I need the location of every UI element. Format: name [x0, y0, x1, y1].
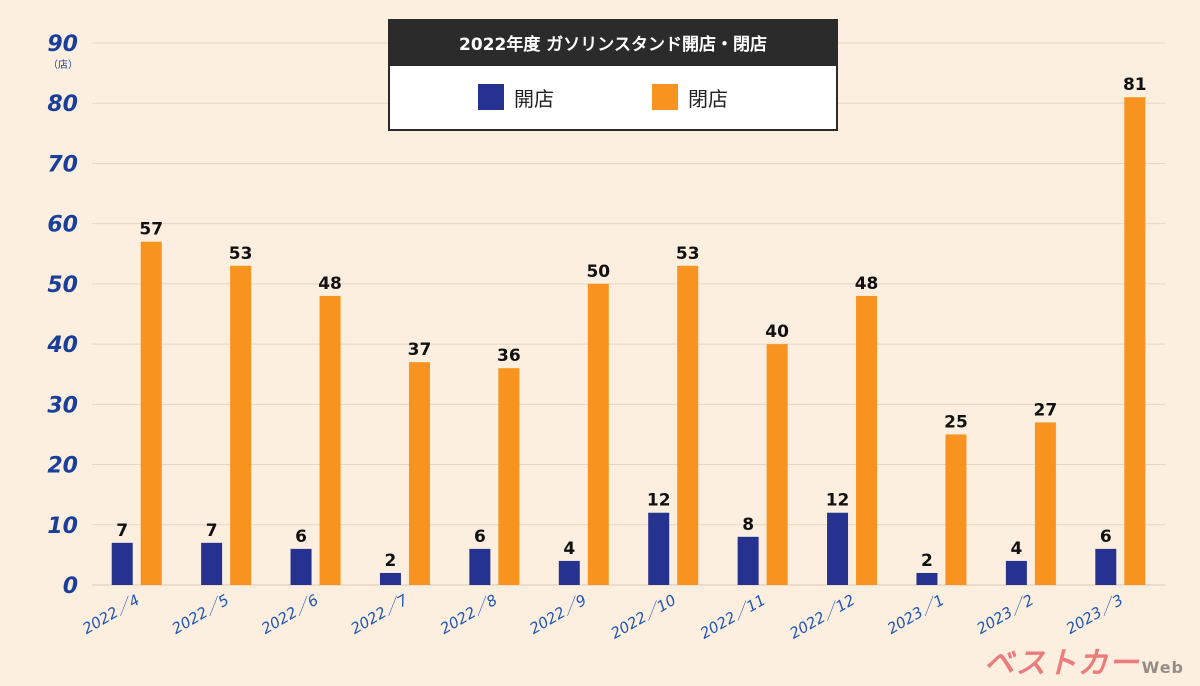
data-label-close: 53: [676, 244, 700, 264]
data-label-open: 12: [647, 491, 671, 511]
y-tick-label: 0: [63, 574, 78, 599]
bar-open: [290, 548, 312, 585]
data-label-open: 12: [826, 491, 850, 511]
bar-open: [558, 560, 580, 585]
bar-open: [916, 572, 938, 585]
y-tick-label: 10: [47, 514, 78, 539]
y-tick-label: 80: [47, 92, 78, 117]
data-label-close: 57: [139, 220, 163, 240]
bar-close: [498, 368, 520, 585]
legend-title-bar: [389, 20, 837, 66]
y-tick-label: 30: [47, 393, 78, 418]
data-label-open: 7: [116, 521, 128, 541]
bar-close: [677, 265, 699, 585]
bar-close: [140, 241, 162, 585]
data-label-open: 4: [563, 539, 575, 559]
bar-open: [379, 572, 401, 585]
bar-close: [1034, 422, 1056, 585]
data-label-close: 40: [765, 322, 789, 342]
y-axis-unit: （店）: [48, 58, 78, 71]
bar-open: [648, 512, 670, 585]
bar-open: [737, 536, 759, 585]
y-tick-label: 60: [47, 213, 78, 238]
bars: [111, 97, 1146, 585]
data-label-open: 2: [921, 551, 933, 571]
bar-close: [856, 295, 878, 585]
legend-swatch-close: [652, 84, 678, 110]
data-label-close: 81: [1123, 75, 1147, 95]
data-label-close: 25: [944, 412, 968, 432]
y-tick-label: 40: [46, 333, 78, 358]
bar-close: [945, 434, 967, 585]
bar-open: [111, 542, 133, 585]
data-label-open: 2: [385, 551, 397, 571]
y-tick-label: 50: [47, 273, 78, 298]
bar-close: [587, 283, 609, 585]
bar-close: [1124, 97, 1146, 585]
data-label-open: 8: [742, 515, 754, 535]
y-tick-label: 70: [47, 152, 78, 177]
data-label-close: 53: [229, 244, 253, 264]
data-label-close: 48: [855, 274, 879, 294]
data-label-close: 48: [318, 274, 342, 294]
bar-open: [469, 548, 491, 585]
bar-close: [766, 344, 788, 585]
bar-close: [230, 265, 252, 585]
data-label-open: 7: [206, 521, 218, 541]
data-label-open: 6: [1100, 527, 1112, 547]
bar-open: [827, 512, 849, 585]
legend: 2022年度 ガソリンスタンド開店・閉店 開店 閉店: [388, 19, 838, 131]
data-label-open: 6: [474, 527, 486, 547]
data-label-close: 37: [408, 340, 432, 360]
data-label-close: 50: [586, 262, 610, 282]
data-label-open: 6: [295, 527, 307, 547]
data-label-close: 27: [1034, 400, 1058, 420]
bar-close: [408, 362, 430, 585]
y-tick-label: 20: [47, 454, 78, 479]
bar-open: [1005, 560, 1027, 585]
legend-label-open: 開店: [514, 87, 554, 111]
data-labels: 7 57 7 53 6 48 2 37 6 36 4 50 12 53 8 40 12 48 2 25 4 27 6 81: [116, 75, 1146, 571]
chart-title: 2022年度 ガソリンスタンド開店・閉店: [459, 34, 767, 55]
bar-close: [319, 295, 341, 585]
y-axis: 0 10 20 30 40 50 60 70 80 90: [46, 32, 78, 599]
legend-label-close: 閉店: [688, 87, 728, 111]
y-tick-label: 90: [47, 32, 78, 57]
data-label-open: 4: [1010, 539, 1022, 559]
data-label-close: 36: [497, 346, 521, 366]
bar-open: [201, 542, 223, 585]
legend-swatch-open: [478, 84, 504, 110]
bar-open: [1095, 548, 1117, 585]
